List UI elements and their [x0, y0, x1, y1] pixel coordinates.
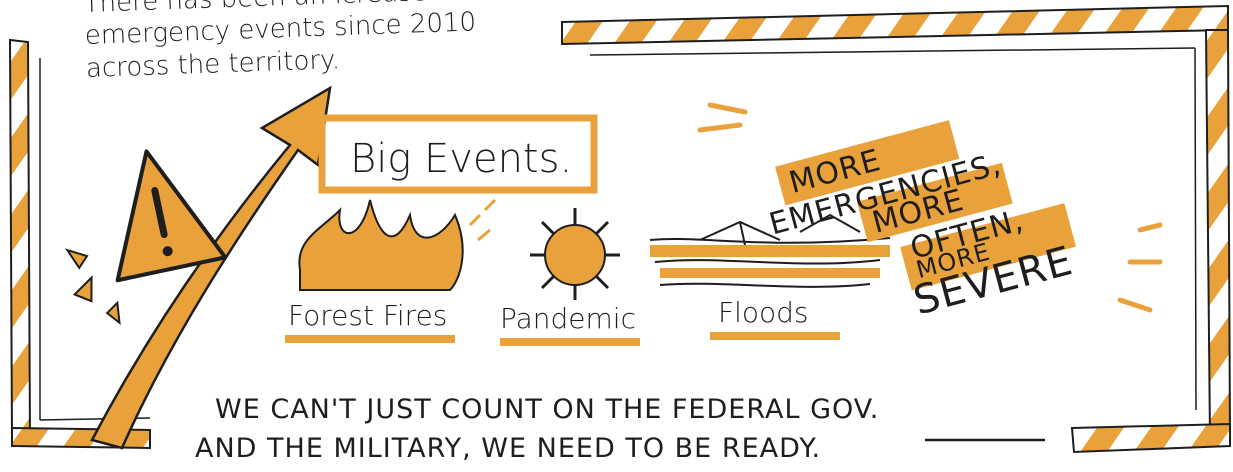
- heading: Big Events.: [350, 136, 572, 182]
- page: {"intro": {"lines": ["There has been an …: [0, 0, 1233, 472]
- virus-icon: [530, 208, 620, 300]
- fire-icon: [299, 200, 495, 290]
- footer-line: WE CAN'T JUST COUNT ON THE FEDERAL GOV.: [215, 394, 879, 425]
- event-label: Floods: [718, 296, 809, 329]
- event-label: Pandemic: [500, 302, 636, 335]
- intro-line: across the territory.: [85, 45, 340, 84]
- intro: There has been an icrease in emergency e…: [83, 0, 477, 84]
- footer: WE CAN'T JUST COUNT ON THE FEDERAL GOV. …: [195, 394, 879, 464]
- warning-sign: [49, 140, 234, 331]
- sketchnote: There has been an icrease in emergency e…: [0, 0, 1233, 472]
- footer-line: AND THE MILITARY, WE NEED TO BE READY.: [195, 433, 821, 464]
- event-label: Forest Fires: [288, 299, 447, 332]
